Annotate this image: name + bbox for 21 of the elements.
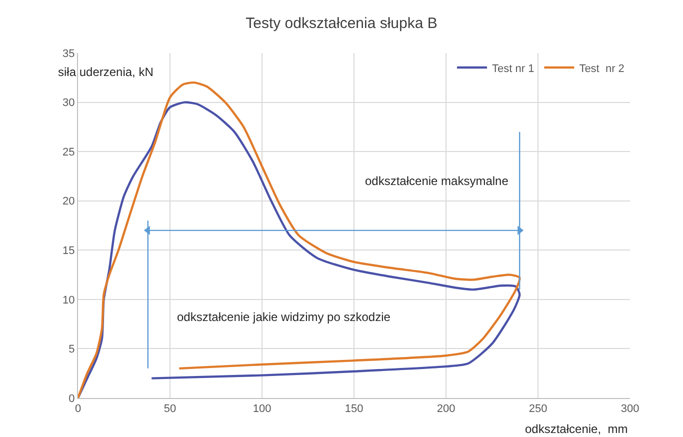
- x-tick-label: 300: [620, 403, 640, 416]
- x-tick-label: 250: [528, 403, 548, 416]
- chart-title: Testy odkształcenia słupka B: [246, 14, 438, 32]
- legend-label: Test nr 1: [492, 62, 534, 75]
- y-tick-label: 30: [62, 97, 75, 110]
- x-tick-label: 150: [344, 403, 364, 416]
- y-tick-label: 10: [62, 294, 75, 306]
- annotation: odkształcenie jakie widzimy po szkodzie: [177, 310, 391, 324]
- x-axis-title: odkształcenie, mm: [525, 422, 628, 436]
- y-axis-title: siła uderzenia, kN: [58, 65, 154, 79]
- y-tick-label: 0: [68, 392, 75, 405]
- y-tick-label: 35: [62, 48, 75, 60]
- y-tick-label: 20: [62, 196, 75, 208]
- x-tick-label: 100: [252, 403, 272, 416]
- x-tick-label: 50: [164, 403, 176, 416]
- x-tick-label: 200: [436, 403, 456, 416]
- y-tick-label: 15: [62, 244, 75, 257]
- legend-label: Test nr 2: [579, 62, 624, 75]
- annotation: odkształcenie maksymalne: [365, 174, 509, 188]
- y-tick-label: 25: [62, 146, 75, 158]
- y-tick-label: 5: [68, 344, 75, 356]
